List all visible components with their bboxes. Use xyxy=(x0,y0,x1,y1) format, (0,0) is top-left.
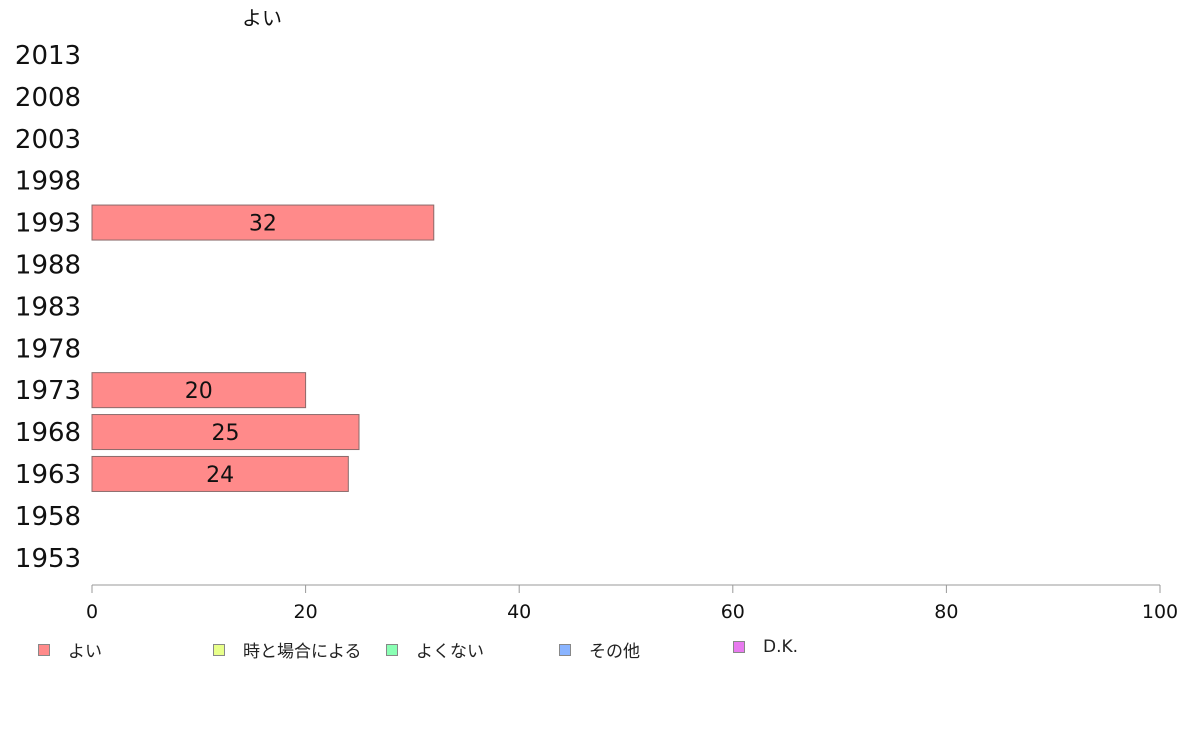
legend-swatch xyxy=(38,644,50,656)
category-label: 1958 xyxy=(15,502,81,532)
category-label: 1988 xyxy=(15,250,81,280)
legend-item-not-good: よくない xyxy=(386,637,484,662)
legend-label: 時と場合による xyxy=(243,637,362,662)
legend-swatch xyxy=(559,644,571,656)
x-tick-label: 100 xyxy=(1142,601,1178,623)
bar-value-label: 25 xyxy=(212,421,240,446)
legend-label: D.K. xyxy=(763,637,798,657)
legend-label: よくない xyxy=(416,637,484,662)
bars: 32 20 25 24 xyxy=(92,205,434,491)
chart-title: よい xyxy=(242,6,282,30)
bar-chart: よい 2013 2008 2003 1998 1993 1988 1983 1978 1973 1… xyxy=(0,0,1188,630)
category-label: 2003 xyxy=(15,125,81,155)
bar-value-label: 20 xyxy=(185,379,213,404)
category-label: 1993 xyxy=(15,209,81,239)
category-label: 2013 xyxy=(15,41,81,71)
legend-item-depends: 時と場合による xyxy=(213,637,362,662)
x-tick-label: 0 xyxy=(86,601,98,623)
category-labels: 2013 2008 2003 1998 1993 1988 1983 1978 1973 1968… xyxy=(15,41,81,574)
legend-swatch xyxy=(213,644,225,656)
category-label: 1998 xyxy=(15,167,81,197)
x-axis: 0 20 40 60 80 100 xyxy=(86,585,1178,623)
legend-swatch xyxy=(733,641,745,653)
category-label: 1973 xyxy=(15,376,81,406)
legend-item-other: その他 xyxy=(559,637,640,662)
legend-label: その他 xyxy=(589,637,640,662)
x-tick-label: 80 xyxy=(934,601,958,623)
category-label: 1963 xyxy=(15,460,81,490)
x-tick-label: 40 xyxy=(507,601,531,623)
x-tick-label: 60 xyxy=(721,601,745,623)
category-label: 1968 xyxy=(15,418,81,448)
x-tick-label: 20 xyxy=(294,601,318,623)
legend-swatch xyxy=(386,644,398,656)
category-label: 1983 xyxy=(15,292,81,322)
legend-item-yoi: よい xyxy=(38,637,102,662)
category-label: 1953 xyxy=(15,544,81,574)
category-label: 2008 xyxy=(15,83,81,113)
bar-value-label: 24 xyxy=(206,463,234,488)
bar-value-label: 32 xyxy=(249,212,277,237)
legend-label: よい xyxy=(68,637,102,662)
legend-item-dk: D.K. xyxy=(733,637,798,657)
category-label: 1978 xyxy=(15,334,81,364)
